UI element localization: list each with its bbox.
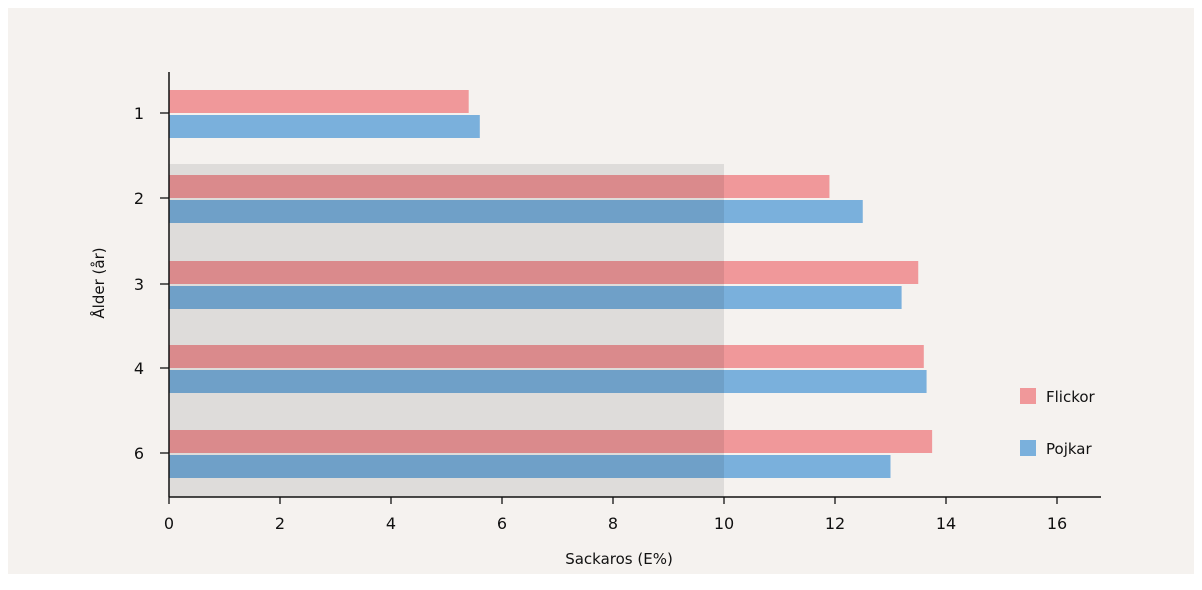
- bar-pojkar-age-2: [169, 200, 863, 223]
- x-tick-label: 2: [275, 514, 285, 533]
- x-tick-label: 4: [386, 514, 396, 533]
- bar-shade-overlay-pojkar-age-3: [169, 286, 724, 309]
- bar-shade-overlay-flickor-age-2: [169, 175, 724, 198]
- x-tick-label: 14: [936, 514, 956, 533]
- bar-shade-overlay-pojkar-age-2: [169, 200, 724, 223]
- y-ticks: 1 2 3 4 6: [134, 104, 169, 463]
- bar-shade-overlay-flickor-age-6: [169, 430, 724, 453]
- bar-pojkar-age-6: [169, 455, 891, 478]
- legend-swatch-pojkar: [1020, 440, 1036, 456]
- bar-shade-overlay-flickor-age-3: [169, 261, 724, 284]
- legend-label-flickor: Flickor: [1046, 388, 1096, 406]
- y-tick-label: 2: [134, 189, 144, 208]
- x-tick-label: 16: [1047, 514, 1067, 533]
- x-tick-label: 6: [497, 514, 507, 533]
- bar-pojkar-age-4: [169, 370, 927, 393]
- x-tick-label: 10: [714, 514, 734, 533]
- bar-pojkar-age-1: [169, 115, 480, 138]
- bar-flickor-age-4: [169, 345, 924, 368]
- bar-shade-overlay-flickor-age-4: [169, 345, 724, 368]
- y-tick-label: 1: [134, 104, 144, 123]
- bar-flickor-age-1: [169, 90, 469, 113]
- legend: Flickor Pojkar: [1020, 388, 1096, 458]
- legend-label-pojkar: Pojkar: [1046, 440, 1092, 458]
- bar-pojkar-age-3: [169, 286, 902, 309]
- y-tick-label: 4: [134, 359, 144, 378]
- bar-flickor-age-3: [169, 261, 919, 284]
- y-tick-label: 3: [134, 275, 144, 294]
- x-axis-title: Sackaros (E%): [565, 550, 673, 568]
- bar-shade-overlay-pojkar-age-4: [169, 370, 724, 393]
- x-tick-label: 0: [164, 514, 174, 533]
- x-tick-label: 12: [825, 514, 845, 533]
- bars: [169, 90, 933, 478]
- y-tick-label: 6: [134, 444, 144, 463]
- y-axis-title: Ålder (år): [89, 247, 108, 318]
- bar-shade-overlay-pojkar-age-6: [169, 455, 724, 478]
- bar-flickor-age-2: [169, 175, 830, 198]
- x-tick-label: 8: [608, 514, 618, 533]
- x-ticks: 0 2 4 6 8 10 12 14 16: [164, 497, 1067, 533]
- legend-swatch-flickor: [1020, 388, 1036, 404]
- bar-flickor-age-6: [169, 430, 933, 453]
